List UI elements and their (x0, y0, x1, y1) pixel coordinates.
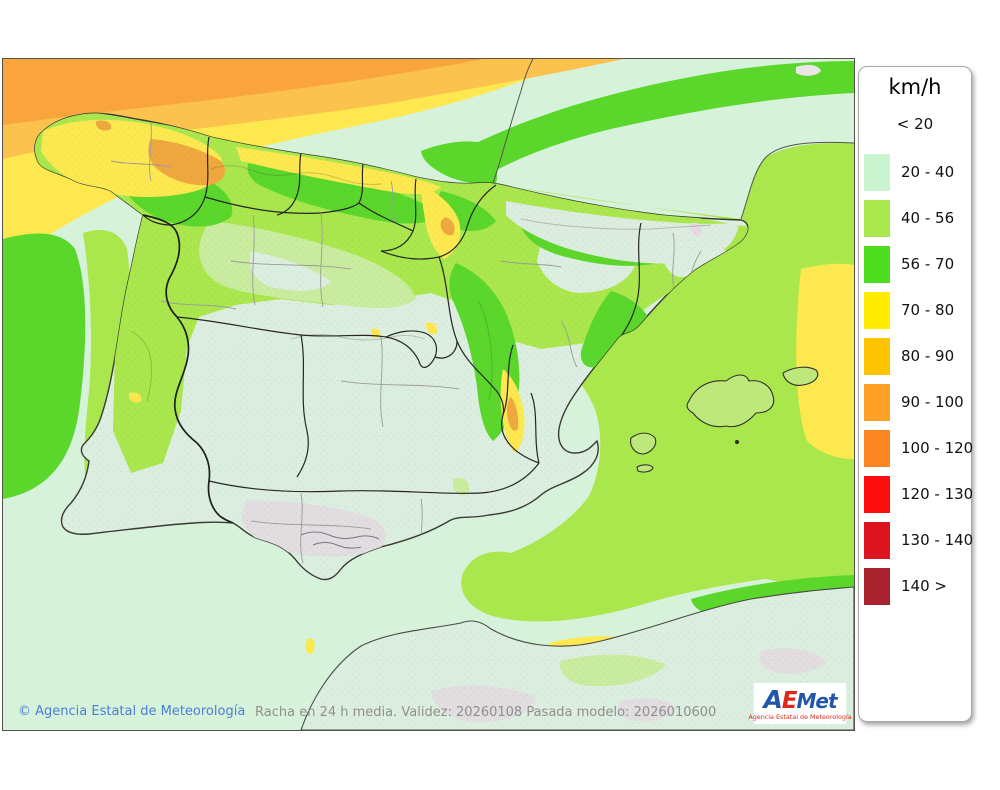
prov-4 (340, 380, 460, 390)
balearic-islands (630, 366, 819, 473)
france-coastlines (492, 59, 854, 220)
legend-row: 40 - 56 (859, 195, 971, 241)
legend-swatch (864, 199, 890, 237)
legend-swatch (864, 245, 890, 283)
border-madrid-clm (434, 340, 458, 359)
legend-swatch (864, 521, 890, 559)
legend-row: 130 - 140 (859, 517, 974, 563)
prov-11 (149, 122, 152, 182)
legend-label: 120 - 130 (901, 485, 974, 503)
border-aragon-west (438, 256, 505, 416)
logo-letter-e: E (781, 687, 798, 714)
legend-row: 20 - 40 (859, 149, 971, 195)
island-menorca (782, 366, 819, 386)
prov-6 (250, 520, 372, 530)
sea-yellowgreen-mediterranean (461, 143, 854, 622)
border-cyl-north (204, 196, 360, 214)
legend-first-label: < 20 (896, 115, 934, 133)
legend-label: 140 > (901, 577, 947, 595)
border-rioja-north (358, 202, 414, 232)
legend-swatch (864, 337, 890, 375)
prov-3 (230, 260, 352, 270)
border-extremadura-east (296, 334, 309, 478)
legend-title: km/h (888, 75, 942, 99)
island-mallorca (686, 374, 775, 428)
island-formentera (636, 464, 654, 473)
prov-1 (252, 214, 256, 306)
prov-15 (390, 180, 396, 222)
legend-items: 20 - 40 40 - 56 56 - 70 70 - 80 80 - 90 90 - … (859, 149, 974, 609)
ridge-sistema-central (290, 334, 426, 341)
map-svg (3, 59, 854, 730)
prov-2 (320, 212, 324, 308)
border-murcia-valencia (530, 392, 540, 464)
border-aragon-catalonia (618, 222, 642, 340)
hatch-1 (300, 531, 380, 540)
wind-gust-map (2, 58, 855, 731)
prov-9 (500, 260, 562, 268)
aemet-logo: AEMet Agencia Estatal de Meteorología (748, 683, 852, 724)
legend-swatch (864, 291, 890, 329)
hatch-2 (312, 542, 362, 549)
legend-label: 130 - 140 (901, 531, 974, 549)
legend-label: 56 - 70 (901, 255, 955, 273)
border-valencia-inland (501, 344, 540, 464)
sea-yellow-patch-east (796, 263, 854, 459)
logo-subtitle: Agencia Estatal de Meteorología (748, 712, 852, 721)
france-mediterranean-coast (740, 141, 854, 220)
legend-row: 90 - 100 (859, 379, 971, 425)
prov-5 (380, 336, 384, 428)
legend-row: 56 - 70 (859, 241, 971, 287)
model-info-text: Racha en 24 h media. Validez: 20260108 P… (255, 705, 717, 720)
border-cantabria-basque (358, 163, 364, 204)
legend-row: 100 - 120 (859, 425, 974, 471)
legend-label: 80 - 90 (901, 347, 955, 365)
legend-swatch (864, 153, 890, 191)
legend-row: 140 > (859, 563, 971, 609)
copyright-text: © Agencia Estatal de Meteorología (18, 704, 246, 719)
border-madrid (385, 330, 438, 368)
ridge-portugal (130, 330, 152, 402)
legend-label: 40 - 56 (901, 209, 955, 227)
legend-swatch (864, 475, 890, 513)
legend-swatch (864, 383, 890, 421)
border-navarra-aragon (380, 184, 497, 260)
island-ibiza (630, 432, 657, 455)
logo-letters-met: Met (796, 688, 838, 713)
ridge-pyrenees (520, 218, 712, 230)
sea-yellow-sliver (305, 638, 315, 654)
border-galicia (142, 136, 210, 226)
logo-letter-a: A (763, 684, 782, 714)
sea-orange-band-deep (3, 59, 483, 125)
legend-swatch (864, 429, 890, 467)
legend-row: 80 - 90 (859, 333, 971, 379)
border-cyl-south (176, 316, 420, 362)
legend-label: 20 - 40 (901, 163, 955, 181)
sea-gray-patch-ne (796, 64, 821, 76)
sea-green-west (3, 233, 86, 499)
legend-label: 100 - 120 (901, 439, 974, 457)
legend-panel: km/h < 20 20 - 40 40 - 56 56 - 70 70 - 80 80… (858, 66, 974, 722)
sea-green-biscay (456, 61, 854, 181)
community-borders (142, 136, 642, 495)
france-atlantic-coast (492, 59, 534, 184)
aemet-wordmark: AEMet (763, 684, 838, 714)
legend-label: 90 - 100 (901, 393, 964, 411)
ridge-cantabrian (210, 165, 382, 185)
sea-green-biscay-corner (421, 141, 498, 184)
prov-14 (560, 320, 578, 368)
sierra-nevada-hatch (300, 531, 380, 549)
border-portugal (142, 214, 234, 524)
prov-10 (110, 160, 172, 168)
border-andalucia-north (208, 462, 540, 495)
prov-7 (300, 492, 304, 564)
island-cabrera (734, 439, 740, 445)
legend-label: 70 - 80 (901, 301, 955, 319)
legend-swatch (864, 567, 890, 605)
legend-row: 70 - 80 (859, 287, 971, 333)
legend-row: 120 - 130 (859, 471, 974, 517)
